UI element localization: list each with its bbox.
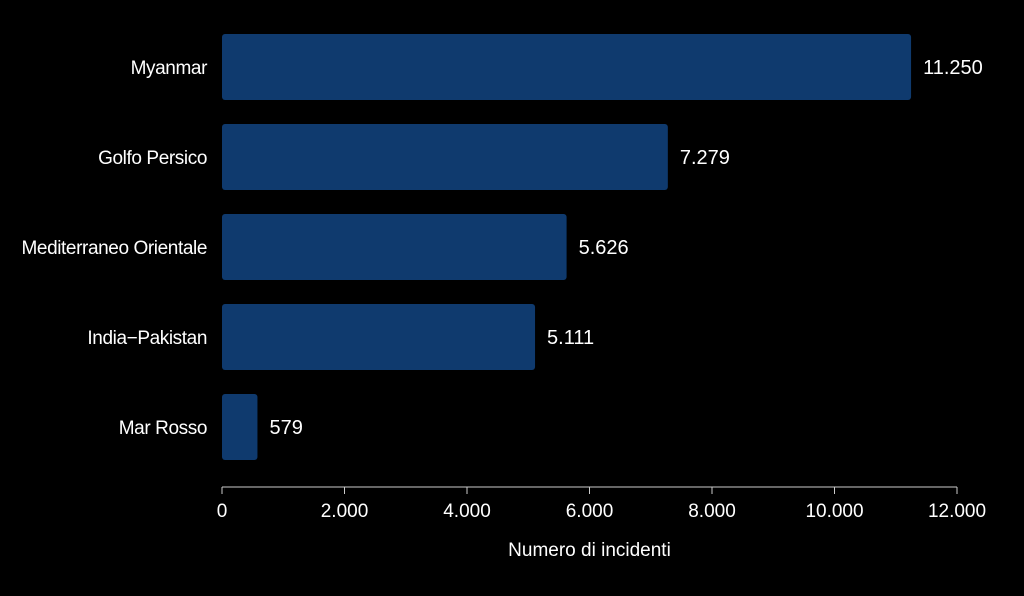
bar (222, 304, 536, 370)
value-label: 579 (269, 417, 302, 439)
category-label: Mar Rosso (119, 418, 207, 439)
bar (222, 124, 668, 190)
value-label: 11.250 (923, 57, 983, 79)
bars (222, 34, 912, 460)
x-axis-title: Numero di incidenti (508, 540, 671, 561)
x-tick-label: 10.000 (805, 501, 863, 522)
category-label: Myanmar (131, 58, 208, 79)
x-tick-label: 4.000 (443, 501, 491, 522)
category-labels: Myanmar Golfo Persico Mediterraneo Orienta… (21, 58, 208, 439)
category-label: India−Pakistan (87, 328, 207, 349)
bar (222, 34, 912, 100)
x-tick-label: 0 (217, 501, 228, 522)
x-tick-label: 12.000 (928, 501, 986, 522)
value-label: 7.279 (680, 147, 730, 169)
x-axis: 0 2.000 4.000 6.000 8.000 10.000 12.000 (217, 486, 986, 522)
value-label: 5.111 (547, 327, 594, 349)
category-label: Mediterraneo Orientale (21, 238, 207, 259)
category-label: Golfo Persico (98, 148, 207, 169)
x-tick-label: 2.000 (321, 501, 369, 522)
x-tick-label: 8.000 (688, 501, 736, 522)
bar (222, 394, 258, 460)
x-tick-label: 6.000 (566, 501, 614, 522)
bar (222, 214, 567, 280)
value-label: 5.626 (579, 237, 629, 259)
value-labels: 11.250 7.279 5.626 5.111 579 (269, 57, 982, 439)
